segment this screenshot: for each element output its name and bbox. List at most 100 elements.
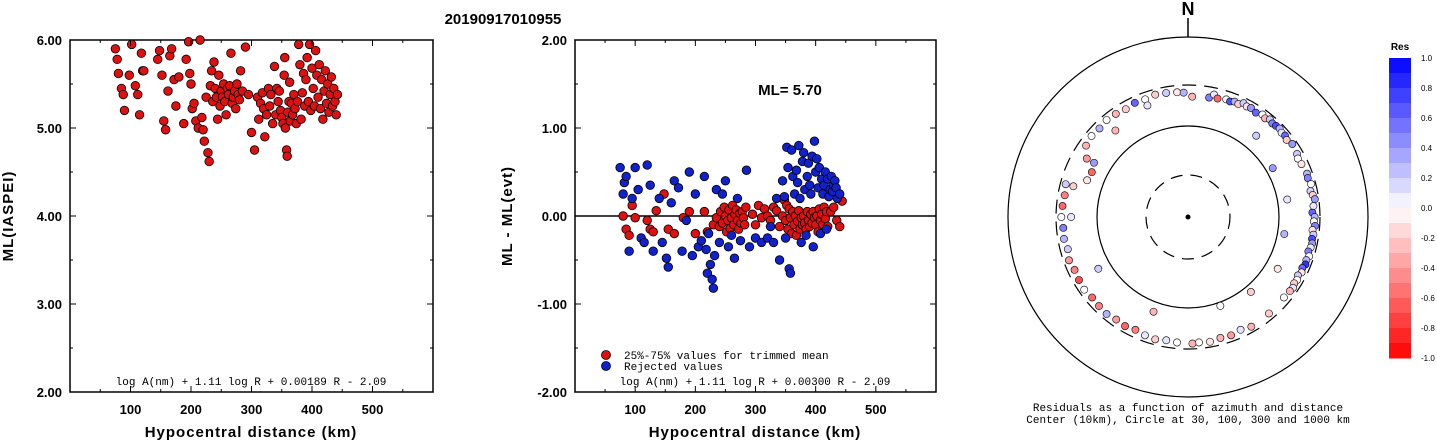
- data-point: [314, 59, 324, 70]
- rejected-point: [796, 237, 806, 248]
- colorbar-tick-label: -0.8: [1421, 324, 1435, 333]
- rejected-point: [798, 147, 809, 158]
- residual-point: [1075, 276, 1083, 284]
- rejected-point: [717, 189, 728, 199]
- rejected-point: [744, 242, 755, 252]
- residual-point: [1247, 322, 1256, 331]
- rejected-point: [801, 230, 811, 241]
- x-axis-label-middle: Hypocentral distance (km): [649, 424, 862, 441]
- rejected-point: [696, 235, 707, 246]
- residual-point: [1265, 309, 1273, 318]
- residual-point: [1162, 336, 1171, 345]
- rejected-point: [624, 246, 634, 256]
- colorbar-tick-label: 0.2: [1421, 174, 1433, 183]
- rejected-point: [618, 189, 628, 199]
- rejected-point: [791, 165, 802, 175]
- rejected-point: [684, 167, 695, 177]
- rejected-point: [642, 160, 652, 170]
- y-axis-label-left: ML(IASPEI): [0, 171, 17, 262]
- residual-point: [1282, 136, 1291, 144]
- rejected-point: [690, 189, 701, 199]
- data-point: [254, 114, 264, 124]
- data-point: [249, 145, 260, 155]
- rejected-point: [701, 244, 711, 255]
- data-point: [197, 112, 207, 123]
- data-point: [648, 227, 658, 237]
- data-point: [669, 228, 679, 239]
- residual-point: [1310, 195, 1319, 204]
- residual-point: [1173, 88, 1181, 97]
- colorbar-cell: [1389, 178, 1411, 194]
- data-point: [318, 114, 328, 124]
- rejected-point: [809, 136, 820, 146]
- colorbar-tick-label: -0.4: [1421, 264, 1435, 273]
- data-point: [127, 39, 137, 50]
- data-point: [269, 61, 280, 72]
- left-panel: 100 200 300 400 500 2.00 3.00 4.00 5.00 6.00 log…: [0, 33, 434, 441]
- residual-point: [1280, 230, 1289, 238]
- data-point: [110, 44, 121, 54]
- data-point: [266, 89, 276, 100]
- residual-point: [1069, 182, 1078, 191]
- residual-point: [1247, 104, 1255, 112]
- data-point: [209, 57, 219, 67]
- data-point: [326, 72, 337, 82]
- rejected-point: [705, 259, 716, 270]
- residual-point: [1057, 213, 1066, 221]
- data-point: [153, 54, 163, 65]
- data-point: [235, 66, 246, 76]
- figure-title: 20190917010955: [445, 11, 562, 28]
- data-point: [134, 110, 145, 120]
- x-ticks-middle: 100 200 300 400 500: [604, 40, 907, 417]
- legend-label-rejected: Rejected values: [624, 362, 723, 374]
- residual-point: [1095, 302, 1103, 310]
- data-point: [183, 37, 194, 47]
- residual-point: [1213, 94, 1222, 103]
- y-tick-label: -2.00: [537, 385, 567, 400]
- data-point: [331, 110, 341, 120]
- data-point: [684, 206, 695, 217]
- x-tick-label: 100: [624, 402, 646, 417]
- data-point: [139, 66, 149, 76]
- data-point: [642, 215, 652, 226]
- data-point: [118, 89, 128, 100]
- y-tick-label: 0.00: [542, 209, 567, 224]
- data-point: [651, 206, 661, 216]
- colorbar-cell: [1389, 148, 1411, 164]
- residual-point: [1102, 116, 1111, 124]
- colorbar-cell: [1389, 208, 1411, 224]
- colorbar: Res 1.0 0.8 0.6 0.4 0.2 0.0 -0.2 -0.4 -0.6 -0.8 -1…: [1389, 42, 1435, 363]
- residual-point: [1111, 126, 1120, 135]
- residual-point: [1297, 160, 1306, 168]
- x-tick-label: 500: [865, 402, 887, 417]
- data-point: [232, 79, 242, 89]
- data-point: [690, 228, 701, 239]
- x-tick-label: 400: [301, 402, 323, 417]
- legend-marker-trimmed: [601, 350, 611, 360]
- rejected-point: [808, 242, 818, 252]
- data-point: [750, 220, 761, 230]
- data-point: [204, 156, 214, 167]
- data-point: [774, 221, 785, 232]
- data-point: [226, 48, 236, 58]
- data-point: [186, 79, 196, 89]
- residual-point: [1121, 322, 1129, 330]
- y-ticks-middle: -2.00 -1.00 0.00 1.00 2.00: [537, 33, 936, 400]
- residual-point: [1216, 301, 1225, 310]
- residual-point: [1060, 191, 1069, 200]
- data-point: [771, 206, 782, 216]
- data-point: [332, 89, 343, 100]
- colorbar-cell: [1389, 253, 1411, 269]
- data-point: [320, 66, 331, 76]
- residual-point: [1206, 337, 1214, 346]
- residual-point: [1280, 293, 1288, 302]
- data-point: [231, 103, 241, 114]
- colorbar-cells: [1389, 58, 1411, 359]
- rejected-point: [661, 253, 672, 263]
- colorbar-cell: [1389, 238, 1411, 254]
- residual-point: [1080, 285, 1089, 294]
- x-axis-label-left: Hypocentral distance (km): [145, 424, 358, 441]
- colorbar-cell: [1389, 313, 1411, 329]
- residual-point: [1236, 325, 1245, 334]
- colorbar-tick-label: -0.6: [1421, 294, 1435, 303]
